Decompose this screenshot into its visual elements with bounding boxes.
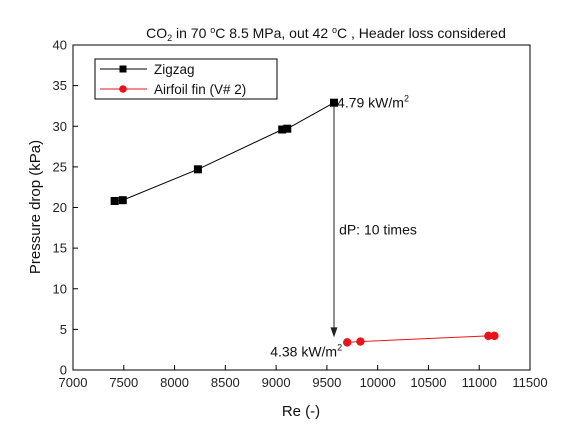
y-tick-label: 35 [53, 78, 67, 93]
x-axis: 7000 7500 8000 8500 9000 9500 10000 10500 11000 1… [59, 365, 548, 390]
y-tick-label: 0 [60, 363, 67, 378]
data-point-airfoil [343, 338, 352, 347]
reduction-arrow [330, 105, 338, 338]
annotation-1: 4.38 kW/m2 [270, 342, 342, 359]
data-point-zigzag [193, 165, 202, 174]
legend-zigzag-label: Zigzag [154, 62, 195, 77]
title-co2: CO [146, 25, 167, 41]
series-layer [110, 98, 499, 347]
data-point-zigzag [118, 196, 127, 205]
arrow-head [330, 327, 338, 338]
annotation-superscript: 2 [337, 342, 342, 352]
chart-title: CO2 in 70 oC 8.5 MPa, out 42 oC , Header… [146, 25, 506, 43]
x-tick-label: 10000 [360, 375, 396, 390]
y-tick-label: 25 [53, 159, 67, 174]
data-point-airfoil [356, 337, 365, 346]
title-temp-prefix: in 70 [172, 25, 210, 41]
x-tick-label: 10500 [410, 375, 446, 390]
y-tick-label: 40 [53, 38, 67, 53]
y-axis-title: Pressure drop (kPa) [27, 140, 44, 274]
title-degree-1: o [210, 25, 215, 35]
y-tick-label: 30 [53, 119, 67, 134]
title-suffix: C , Header loss considered [337, 25, 506, 41]
y-axis: 0 5 10 15 20 25 30 35 40 [53, 38, 78, 378]
x-axis-title: Re (-) [282, 403, 320, 420]
x-tick-label: 7000 [59, 375, 88, 390]
annotation-2: dP: 10 times [339, 221, 417, 237]
x-tick-label: 8500 [211, 375, 240, 390]
data-point-airfoil [490, 331, 499, 341]
x-tick-label: 11000 [462, 375, 497, 390]
title-temp-pressure: C 8.5 MPa, out 42 [215, 25, 332, 41]
y-tick-label: 5 [60, 322, 67, 337]
x-tick-label: 8000 [160, 375, 189, 390]
data-point-airfoil [484, 331, 493, 341]
annotation-text: 4.38 kW/m [270, 343, 337, 359]
annotation-superscript: 2 [404, 94, 409, 104]
title-co2-subscript: 2 [167, 33, 172, 43]
title-degree-2: o [332, 25, 337, 35]
series-line-1 [347, 335, 495, 343]
y-tick-label: 15 [53, 241, 67, 256]
legend-zigzag-marker [119, 65, 127, 73]
legend-airfoil-label: Airfoil fin (V# 2) [154, 82, 246, 97]
y-tick-label: 10 [53, 281, 67, 296]
annotation-0: 4.79 kW/m2 [337, 94, 409, 111]
y-tick-label: 20 [53, 200, 67, 215]
annotation-text: dP: 10 times [339, 221, 417, 237]
x-tick-label: 7500 [109, 375, 138, 390]
data-point-zigzag [329, 98, 338, 107]
x-tick-label: 11500 [512, 375, 547, 390]
legend-airfoil-marker [119, 85, 127, 93]
data-point-zigzag [278, 125, 287, 134]
annotation-text: 4.79 kW/m [337, 95, 404, 111]
data-point-zigzag [110, 197, 119, 205]
x-tick-label: 9000 [262, 375, 291, 390]
data-point-zigzag [283, 124, 292, 133]
legend: Zigzag Airfoil fin (V# 2) [94, 58, 278, 100]
series-line-0 [114, 102, 335, 202]
x-tick-label: 9500 [312, 375, 341, 390]
